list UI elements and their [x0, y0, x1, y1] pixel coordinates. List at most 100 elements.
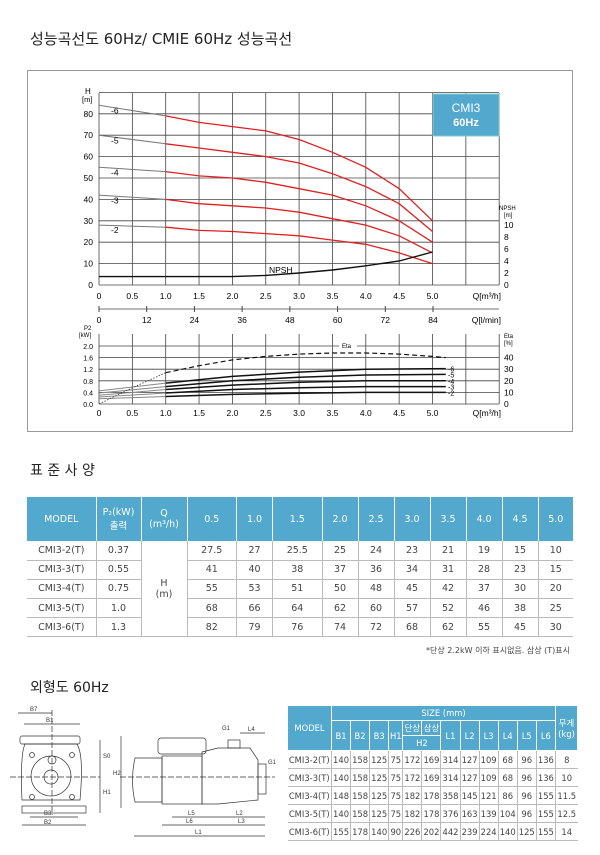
head-cell: 50 [322, 579, 359, 600]
col-b3: B3 [369, 720, 390, 751]
x-tick-label: 2.0 [226, 291, 238, 301]
power-curve [165, 385, 446, 394]
eta-label-bg [339, 341, 357, 349]
size-cell: 155 [536, 786, 557, 805]
size-cell: 125 [369, 804, 390, 823]
head-cell: 25.5 [272, 541, 323, 561]
size-cell: 182 [402, 786, 423, 805]
x-tick-label: 3.0 [293, 408, 305, 418]
model-cell: CMI3-5(T) [287, 804, 332, 823]
head-cell: 42 [430, 579, 467, 600]
y2-tick-label: 0 [504, 399, 509, 409]
x-tick-label: 0.5 [126, 408, 138, 418]
col-l3: L3 [478, 720, 499, 751]
series-label: -2 [111, 225, 119, 235]
col-q-value: 1.5 [272, 497, 323, 541]
col-b2: B2 [350, 720, 371, 751]
head-cell: 38 [502, 598, 539, 619]
size-cell: 172 [402, 768, 423, 787]
spec-note: *단상 2.2kW 이하 표시없음. 삼상 (T)표시 [426, 646, 570, 655]
size-cell: 96 [517, 750, 537, 769]
head-cell: 72 [358, 617, 395, 638]
head-cell: 53 [236, 579, 274, 600]
dim-l2: L2 [236, 811, 243, 817]
npsh-label: NPSH [269, 265, 293, 275]
size-cell: 163 [460, 804, 480, 823]
col-q-value: 3.0 [394, 497, 431, 541]
col-q-value: 4.0 [466, 497, 503, 541]
col-q-value: 2.5 [358, 497, 395, 541]
y-tick-label: 60 [84, 152, 94, 162]
dimension-drawing: B7 B1 B3 B2 S0 H1 H2 G1 G1 L4 L5 L2 L6 L… [10, 707, 277, 837]
head-cell: 24 [358, 541, 395, 561]
y-tick-label: 2.0 [83, 344, 93, 351]
col-q-value: 3.5 [430, 497, 467, 541]
head-cell: 68 [394, 617, 431, 638]
dim-h2: H2 [113, 771, 121, 777]
size-cell: 172 [402, 750, 423, 769]
performance-chart: 0 10 20 30 40 50 60 70 80 H [m] 0 2 4 6 8 10 NPSH [m] 0 0.5 1… [27, 70, 573, 432]
p2-cell: 0.55 [96, 560, 142, 580]
size-cell: 140 [369, 822, 390, 841]
y-tick-label: 80 [84, 109, 94, 119]
size-cell: 127 [460, 768, 480, 787]
head-cell: 46 [466, 598, 503, 619]
dim-b7: B7 [30, 707, 38, 713]
x2-tick-label: 72 [381, 315, 391, 325]
table-row: CMI3-4(T) 0.75 55 53 51 50 48 45 42 37 30 20 [27, 579, 573, 600]
col-size: SIZE (mm) [331, 705, 556, 721]
x2-tick-label: 60 [333, 315, 343, 325]
x-tick-label: 5.0 [427, 408, 439, 418]
x-tick-label: 4.5 [393, 291, 405, 301]
table-row: CMI3-2(T) 0.37 H (m) 27.5 27 25.5 25 24 23 21 19 15 1… [27, 541, 573, 638]
head-cell: 62 [322, 598, 359, 619]
head-cell: 19 [466, 541, 503, 561]
y2-tick-label: 20 [504, 376, 514, 386]
head-cell: 55 [466, 617, 503, 638]
head-cell: 15 [538, 560, 573, 580]
x-tick-label: 3.5 [327, 291, 339, 301]
model-cell: CMI3-2(T) [287, 750, 332, 769]
head-curve [165, 198, 433, 254]
y2-tick-label: 10 [504, 387, 514, 397]
series-label: -5 [111, 135, 119, 145]
y2-tick-label: 40 [504, 353, 514, 363]
series-label: -3 [448, 385, 454, 392]
size-cell: 86 [498, 786, 518, 805]
table-row: CMI3-3(T) 140 158 125 75 172 169 314 127 109 68 96 1… [287, 768, 578, 787]
x2-axis-label: Q[l/min] [472, 315, 501, 325]
head-curve-extrapolated [98, 104, 166, 117]
col-model: MODEL [27, 497, 97, 541]
head-cell: 27 [236, 541, 274, 561]
p2-cell: 1.0 [96, 598, 142, 619]
col-weight: 무게 (kg) [555, 705, 578, 751]
x-tick-label: 0 [97, 291, 102, 301]
size-cell: 104 [498, 804, 518, 823]
power-curve [165, 373, 446, 388]
front-view-drawing [10, 710, 101, 826]
size-cell: 358 [440, 786, 461, 805]
model-cell: CMI3-4(T) [27, 579, 97, 600]
size-cell: 10 [555, 768, 578, 787]
x-tick-label: 3.0 [293, 291, 305, 301]
head-cell: 15 [502, 541, 539, 561]
y-tick-label: 10 [84, 259, 94, 269]
head-cell: 38 [272, 560, 323, 580]
size-cell: 314 [440, 750, 461, 769]
table-row: CMI3-3(T) 0.55 41 40 38 37 36 34 31 28 23 15 [27, 560, 573, 580]
y-tick-label: 0 [88, 280, 93, 290]
x2-tick-label: 36 [237, 315, 247, 325]
size-cell: 75 [388, 786, 404, 805]
model-cell: CMI3-6(T) [27, 617, 97, 638]
dim-s0: S0 [103, 754, 111, 760]
size-cell: 125 [369, 750, 390, 769]
size-cell: 226 [402, 822, 423, 841]
size-cell: 224 [479, 822, 499, 841]
col-q: Q (m³/h) [141, 497, 188, 541]
head-cell: 31 [430, 560, 467, 580]
y-tick-label: 0.4 [83, 390, 93, 397]
x-tick-label: 4.5 [393, 408, 405, 418]
x-tick-label: 4.0 [360, 291, 372, 301]
head-cell: 41 [187, 560, 238, 580]
x-tick-label: 1.5 [193, 408, 205, 418]
